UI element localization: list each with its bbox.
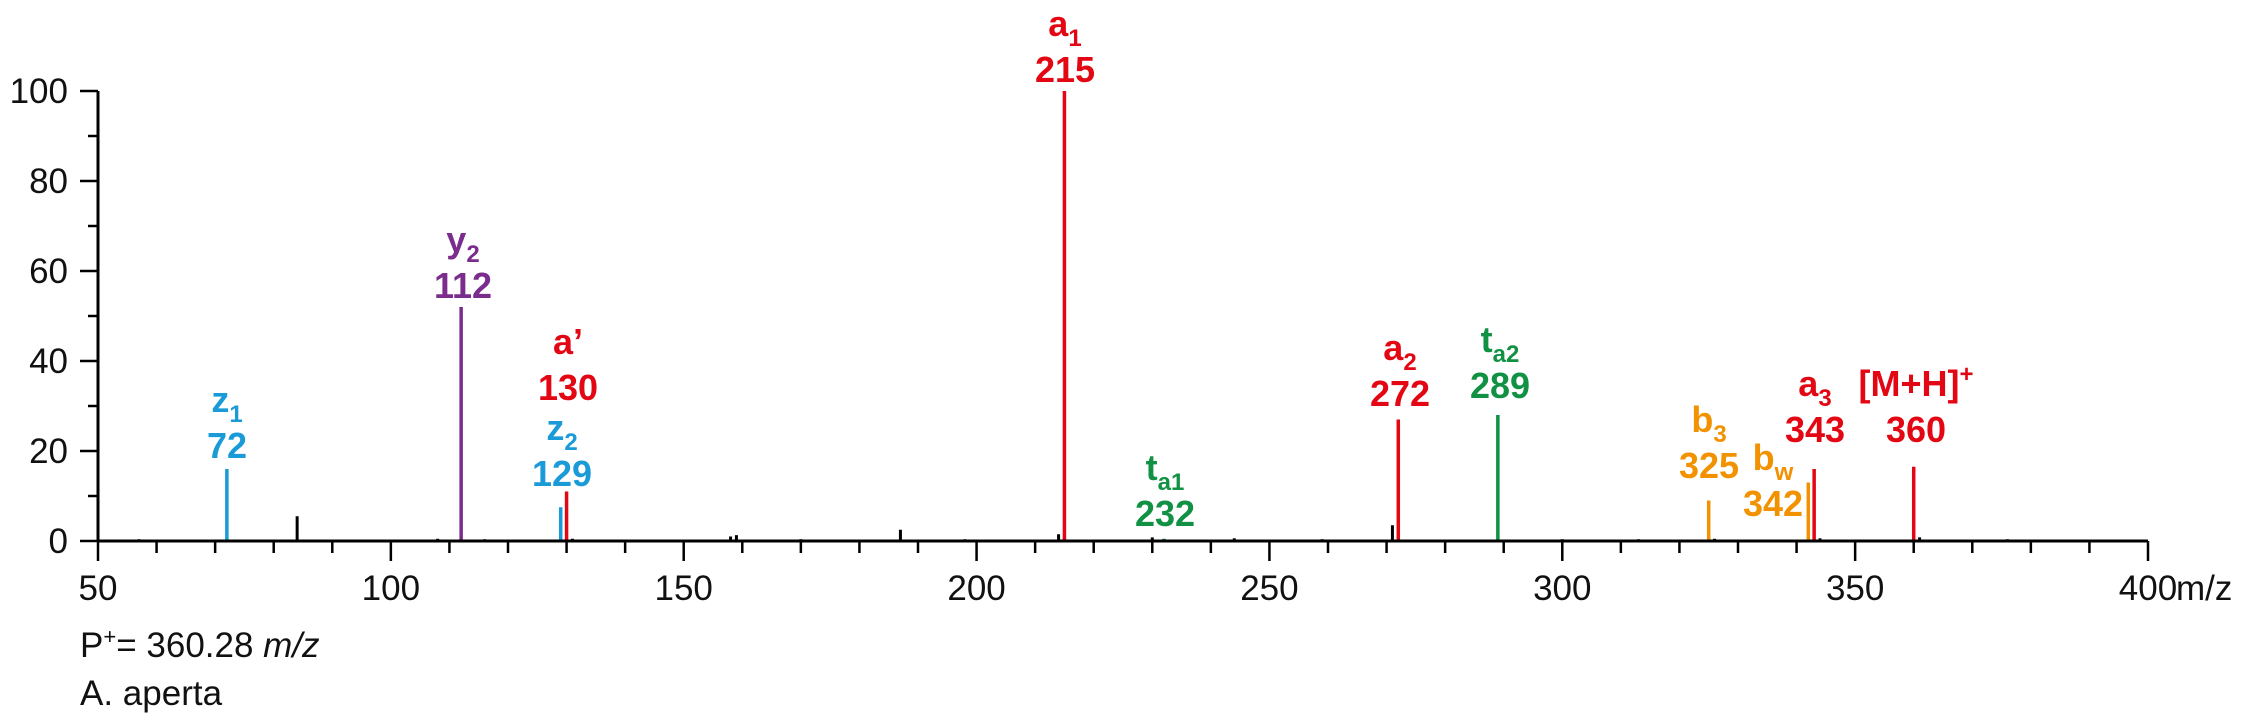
ion-label-289: ta2 (1481, 319, 1520, 368)
mz-label-215: 215 (1035, 49, 1095, 90)
x-tick-label-300: 300 (1533, 569, 1591, 608)
mz-label-343: 343 (1785, 409, 1845, 450)
x-tick-label-50: 50 (79, 569, 118, 608)
mz-label-325: 325 (1679, 445, 1739, 486)
x-tick-label-100: 100 (362, 569, 420, 608)
precursor-caption: P+= 360.28 m/z (80, 626, 320, 665)
ion-label-360: [M+H]+ (1858, 361, 1973, 404)
precursor-symbol: P (80, 626, 104, 665)
mz-label-342: 342 (1743, 483, 1803, 524)
ion-label-272: a2 (1383, 327, 1416, 376)
ion-label-72: z1 (211, 379, 242, 428)
x-tick-label-250: 250 (1240, 569, 1298, 608)
labeled-peaks (225, 91, 1916, 541)
mz-label-112: 112 (434, 265, 492, 306)
mz-label-232: 232 (1135, 493, 1195, 534)
mz-label-272: 272 (1370, 373, 1430, 414)
minor-peaks (137, 516, 2009, 541)
ion-label-130: a’ (553, 321, 583, 362)
mz-label-360: 360 (1886, 409, 1946, 450)
x-tick-label-350: 350 (1826, 569, 1884, 608)
x-tick-label-400: 400 (2119, 569, 2177, 608)
x-axis-unit: m/z (2176, 569, 2232, 608)
mz-label-129: 129 (532, 453, 592, 494)
ion-label-129: z2 (546, 407, 577, 456)
ion-label-342: bw (1753, 437, 1794, 486)
y-tick-label-80: 80 (29, 162, 68, 201)
precursor-charge: + (103, 624, 117, 649)
x-tick-label-200: 200 (947, 569, 1005, 608)
precursor-unit: m/z (263, 626, 320, 665)
mz-label-72: 72 (207, 425, 247, 466)
y-tick-label-100: 100 (10, 72, 68, 111)
mz-label-289: 289 (1470, 365, 1530, 406)
y-tick-label-60: 60 (29, 252, 68, 291)
x-tick-label-150: 150 (655, 569, 713, 608)
y-tick-label-0: 0 (49, 522, 68, 561)
ion-label-215: a1 (1048, 3, 1081, 52)
ion-label-343: a3 (1798, 363, 1831, 412)
y-tick-label-40: 40 (29, 342, 68, 381)
mz-label-130: 130 (538, 367, 598, 408)
ion-label-232: ta1 (1146, 447, 1185, 496)
ion-label-112: y2 (446, 219, 479, 268)
y-tick-label-20: 20 (29, 432, 68, 471)
species-caption: A. aperta (80, 674, 223, 713)
precursor-value: = 360.28 (116, 626, 254, 665)
ion-label-325: b3 (1691, 399, 1726, 448)
